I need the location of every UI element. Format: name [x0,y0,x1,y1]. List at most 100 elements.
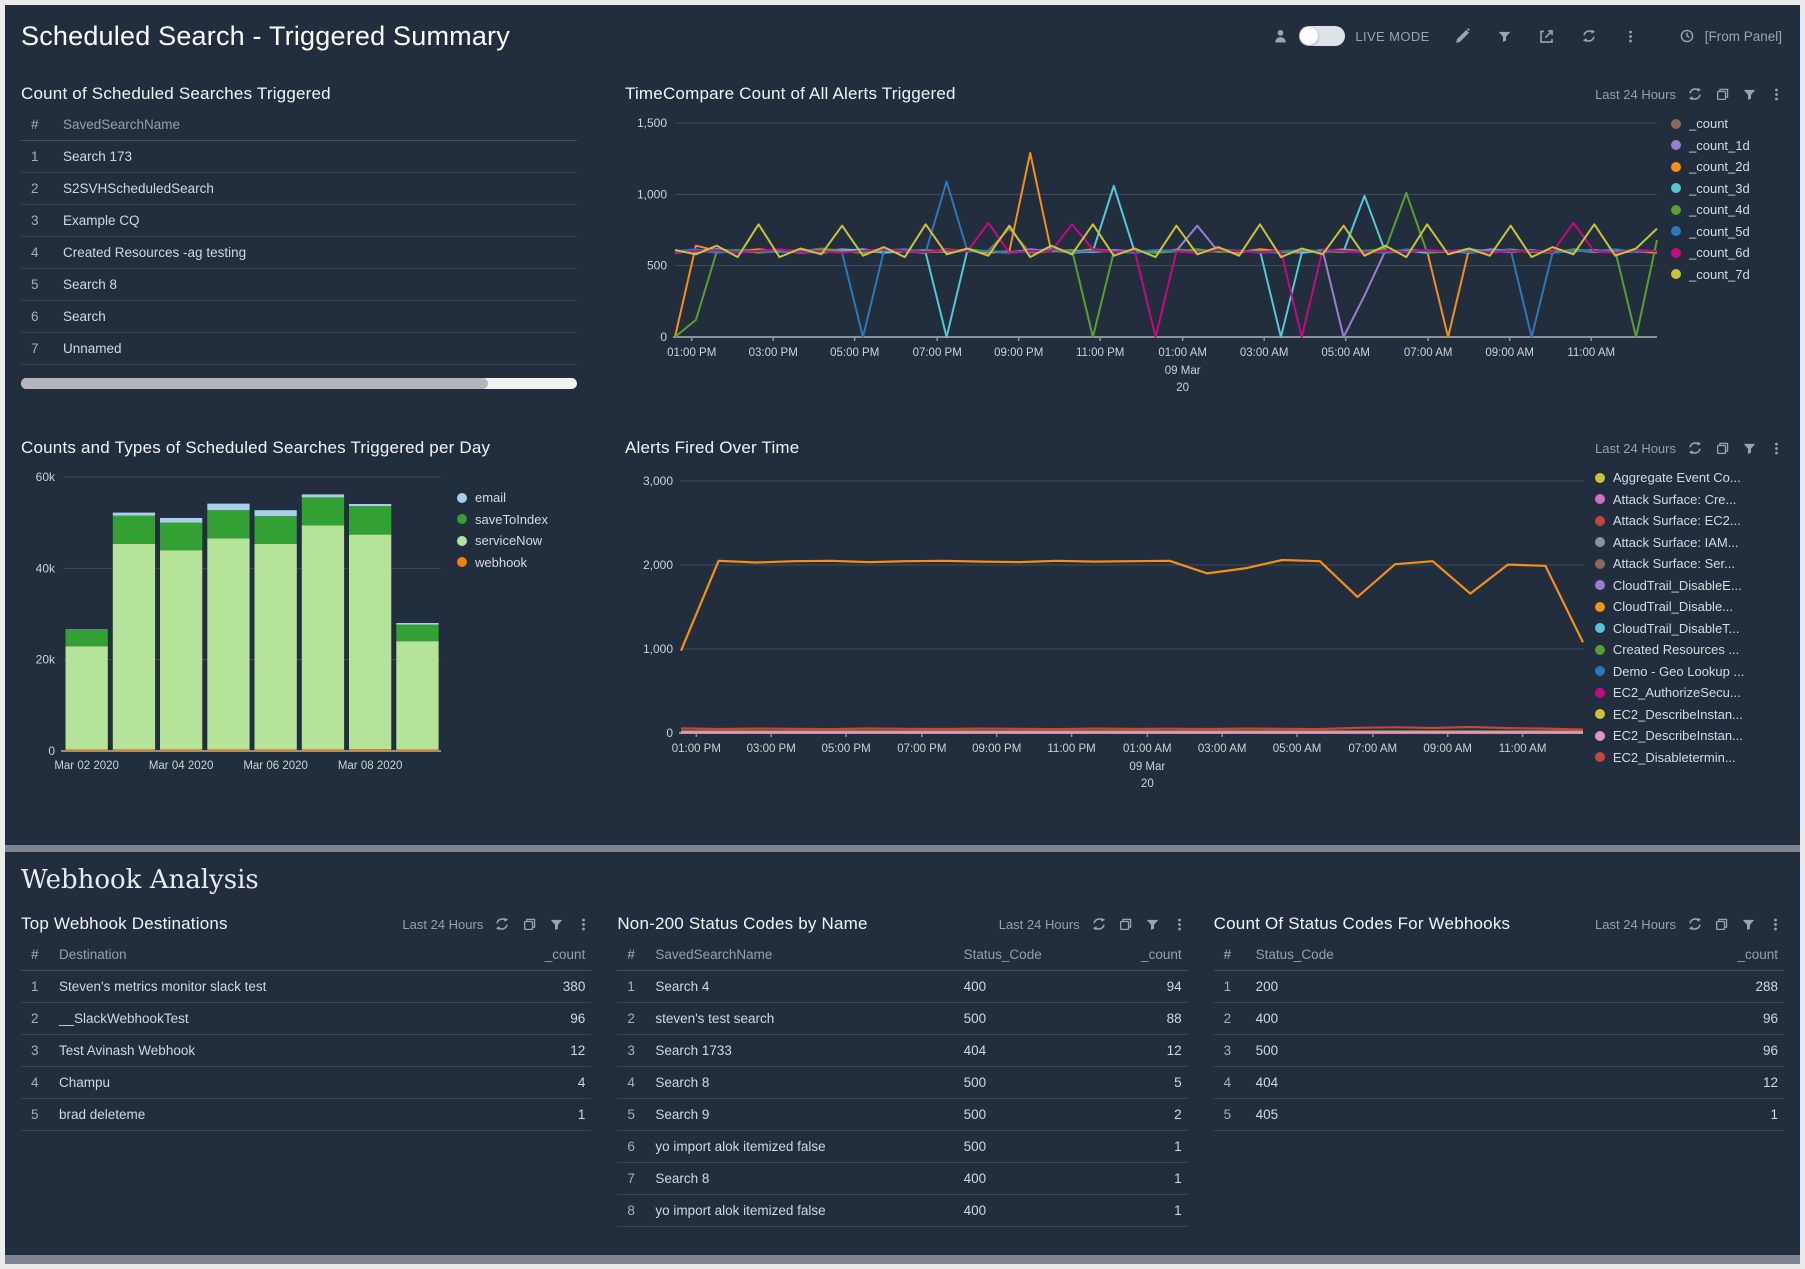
filter-icon[interactable] [1741,86,1757,102]
legend-item[interactable]: _count_3d [1671,178,1783,200]
legend-item[interactable]: Attack Surface: EC2... [1595,510,1784,532]
toggle-knob [1300,27,1318,45]
refresh-icon[interactable] [494,916,510,932]
copy-icon[interactable] [1714,916,1730,932]
time-range-label[interactable]: Last 24 Hours [1595,917,1676,932]
table-cell: 12 [515,1035,591,1067]
legend-item[interactable]: CloudTrail_DisableT... [1595,618,1784,640]
kebab-menu-icon[interactable] [1172,916,1188,932]
legend-label: Attack Surface: IAM... [1613,535,1739,550]
legend-dot [1595,559,1605,569]
table-cell: 500 [958,1067,1108,1099]
legend-label: _count_1d [1689,138,1750,153]
legend-label: EC2_AuthorizeSecu... [1613,685,1741,700]
table-cell: 1 [1694,1099,1784,1131]
kebab-menu-icon[interactable] [1768,440,1784,456]
panel-title: TimeCompare Count of All Alerts Triggere… [625,84,956,104]
legend-item[interactable]: EC2_Disabletermin... [1595,747,1784,769]
horizontal-scrollbar[interactable] [21,378,577,389]
legend-dot [457,493,467,503]
table-header-cell: SavedSearchName [57,109,577,141]
legend-item[interactable]: _count_5d [1671,221,1783,243]
table-cell: 2 [21,173,57,205]
refresh-icon[interactable] [1687,916,1703,932]
table-cell: Search 8 [649,1067,957,1099]
panel-timecompare: TimeCompare Count of All Alerts Triggere… [625,73,1784,415]
scrollbar-thumb[interactable] [21,378,488,389]
legend-item[interactable]: webhook [457,552,575,574]
legend-item[interactable]: CloudTrail_Disable... [1595,596,1784,618]
legend-item[interactable]: Attack Surface: Ser... [1595,553,1784,575]
table-row: 3Example CQ [21,205,577,237]
legend-item[interactable]: EC2_DescribeInstan... [1595,704,1784,726]
time-range-label[interactable]: Last 24 Hours [1595,87,1676,102]
kebab-menu-icon[interactable] [575,916,591,932]
copy-icon[interactable] [1714,440,1730,456]
svg-text:05:00 PM: 05:00 PM [830,347,879,359]
legend-item[interactable]: _count_7d [1671,264,1783,286]
time-range-label[interactable]: Last 24 Hours [999,917,1080,932]
refresh-icon[interactable] [1091,916,1107,932]
legend-label: Created Resources ... [1613,642,1739,657]
filter-icon[interactable] [548,916,564,932]
legend-item[interactable]: EC2_AuthorizeSecu... [1595,682,1784,704]
legend-item[interactable]: Created Resources ... [1595,639,1784,661]
legend-item[interactable]: Attack Surface: IAM... [1595,532,1784,554]
legend-item[interactable]: email [457,487,575,509]
table-row: 4Created Resources -ag testing [21,237,577,269]
legend-dot [1595,731,1605,741]
svg-text:40k: 40k [36,561,56,575]
legend-item[interactable]: saveToIndex [457,509,575,531]
copy-icon[interactable] [521,916,537,932]
table-row: 3 Test Avinash Webhook12 [21,1035,591,1067]
table-row: 1200288 [1214,971,1784,1003]
section-title: Webhook Analysis [5,865,1800,895]
table-cell: 4 [21,237,57,269]
legend-item[interactable]: _count [1671,113,1783,135]
svg-text:0: 0 [660,330,667,344]
svg-text:11:00 PM: 11:00 PM [1076,347,1124,359]
svg-text:20: 20 [1176,382,1189,394]
legend-item[interactable]: Demo - Geo Lookup ... [1595,661,1784,683]
kebab-menu-icon[interactable] [1768,86,1784,102]
copy-icon[interactable] [1714,86,1730,102]
filter-icon[interactable] [1496,27,1514,45]
table-header-cell: # [21,939,53,971]
legend-item[interactable]: _count_2d [1671,156,1783,178]
table-cell: Search 8 [57,269,577,301]
table-cell: Search 9 [649,1099,957,1131]
user-icon[interactable] [1271,27,1289,45]
legend-item[interactable]: _count_1d [1671,135,1783,157]
table-cell: 288 [1694,971,1784,1003]
kebab-menu-icon[interactable] [1622,27,1640,45]
filter-icon[interactable] [1145,916,1161,932]
live-mode-toggle[interactable] [1299,26,1345,46]
filter-icon[interactable] [1741,440,1757,456]
table-cell: 8 [617,1195,649,1227]
time-range-label[interactable]: Last 24 Hours [402,917,483,932]
refresh-icon[interactable] [1580,27,1598,45]
legend-item[interactable]: Attack Surface: Cre... [1595,489,1784,511]
legend-item[interactable]: _count_6d [1671,242,1783,264]
dashboard-frame: Scheduled Search - Triggered Summary LIV… [0,0,1805,1269]
copy-icon[interactable] [1118,916,1134,932]
refresh-icon[interactable] [1687,440,1703,456]
svg-text:05:00 AM: 05:00 AM [1273,743,1322,755]
legend-item[interactable]: _count_4d [1671,199,1783,221]
legend-item[interactable]: serviceNow [457,530,575,552]
legend-dot [1595,623,1605,633]
table-header-cell: _count [1694,939,1784,971]
table-cell: 405 [1250,1099,1694,1131]
edit-pencil-icon[interactable] [1454,27,1472,45]
refresh-icon[interactable] [1687,86,1703,102]
legend-item[interactable]: CloudTrail_DisableE... [1595,575,1784,597]
svg-text:3,000: 3,000 [643,474,673,488]
svg-text:07:00 AM: 07:00 AM [1404,347,1453,359]
export-icon[interactable] [1538,27,1556,45]
legend-item[interactable]: Aggregate Event Co... [1595,467,1784,489]
kebab-menu-icon[interactable] [1768,916,1784,932]
time-range-label[interactable]: Last 24 Hours [1595,441,1676,456]
bar-segment [66,630,108,646]
legend-item[interactable]: EC2_DescribeInstan... [1595,725,1784,747]
filter-icon[interactable] [1741,916,1757,932]
